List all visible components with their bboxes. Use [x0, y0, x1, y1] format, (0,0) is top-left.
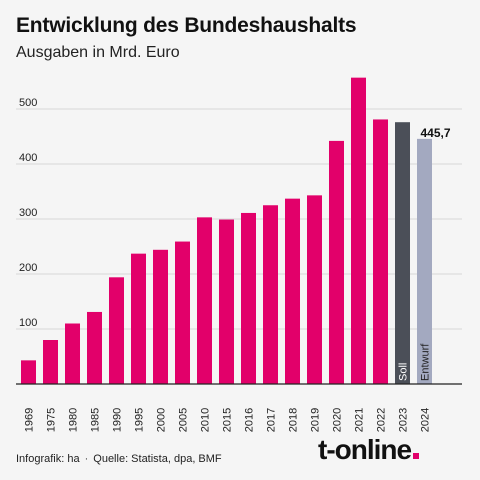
source-footer: Infografik: ha · Quelle: Statista, dpa, BM… — [16, 453, 222, 465]
x-tick-label-1995: 1995 — [134, 408, 146, 432]
y-tick-label-400: 400 — [19, 152, 37, 164]
x-tick-label-1969: 1969 — [24, 408, 36, 432]
bar-2010 — [197, 217, 212, 384]
chart-subtitle: Ausgaben in Mrd. Euro — [16, 44, 180, 61]
y-tick-label-200: 200 — [19, 262, 37, 274]
y-tick-label-100: 100 — [19, 317, 37, 329]
x-tick-label-2024: 2024 — [420, 408, 432, 432]
x-tick-label-2021: 2021 — [354, 408, 366, 432]
x-tick-label-2020: 2020 — [332, 408, 344, 432]
x-tick-label-1980: 1980 — [68, 408, 80, 432]
bar-1975 — [43, 340, 58, 384]
bar-2024 — [417, 138, 432, 384]
y-tick-label-500: 500 — [19, 97, 37, 109]
chart-title: Entwicklung des Bundeshaushalts — [16, 14, 357, 37]
footer-separator: · — [84, 453, 89, 465]
bar-2005 — [175, 241, 190, 384]
x-tick-label-1975: 1975 — [46, 408, 58, 432]
x-tick-label-1990: 1990 — [112, 408, 124, 432]
x-tick-label-2019: 2019 — [310, 408, 322, 432]
x-tick-label-2015: 2015 — [222, 408, 234, 432]
x-tick-label-2023: 2023 — [398, 408, 410, 432]
bar-2015 — [219, 219, 234, 384]
y-tick-label-300: 300 — [19, 207, 37, 219]
bar-1969 — [21, 360, 36, 384]
x-tick-label-2000: 2000 — [156, 408, 168, 432]
t-online-logo: t-online — [318, 434, 420, 466]
bar-2018 — [285, 198, 300, 384]
bar-inside-label-2023: Soll — [398, 363, 410, 381]
value-label-2024: 445,7 — [421, 126, 451, 140]
logo-text: t-online — [318, 434, 412, 465]
bar-2023 — [395, 122, 410, 384]
source-text: Quelle: Statista, dpa, BMF — [93, 453, 222, 465]
bar-2020 — [329, 140, 344, 384]
credit-text: Infografik: ha — [16, 453, 80, 465]
bar-2022 — [373, 119, 388, 384]
bar-2000 — [153, 249, 168, 384]
bar-1985 — [87, 311, 102, 384]
bar-1995 — [131, 253, 146, 384]
x-tick-label-2010: 2010 — [200, 408, 212, 432]
x-tick-label-2005: 2005 — [178, 408, 190, 432]
bar-2016 — [241, 212, 256, 384]
x-tick-label-2017: 2017 — [266, 408, 278, 432]
bar-1980 — [65, 323, 80, 384]
bar-2021 — [351, 77, 366, 385]
bar-1990 — [109, 277, 124, 384]
bar-2017 — [263, 205, 278, 384]
x-tick-label-2016: 2016 — [244, 408, 256, 432]
x-tick-label-2018: 2018 — [288, 408, 300, 432]
x-tick-label-1985: 1985 — [90, 408, 102, 432]
logo-dot — [413, 453, 420, 459]
bar-inside-label-2024: Entwurf — [420, 343, 432, 381]
x-tick-label-2022: 2022 — [376, 408, 388, 432]
bar-2019 — [307, 195, 322, 384]
